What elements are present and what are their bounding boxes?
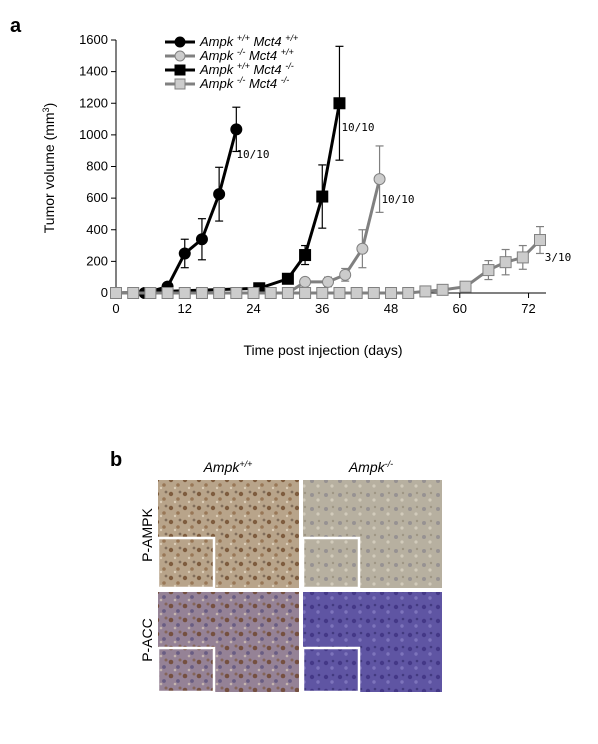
ihc-image-pacc-wt — [156, 592, 299, 694]
data-point — [195, 287, 208, 299]
legend-label: Ampk -/- Mct4 -/- — [199, 75, 289, 91]
data-point — [110, 287, 122, 299]
y-tick-label: 1600 — [79, 32, 108, 47]
y-tick-label: 200 — [86, 253, 108, 268]
data-point — [436, 283, 449, 296]
series-layer — [110, 45, 546, 299]
x-tick-label: 48 — [384, 301, 398, 316]
data-point — [230, 123, 243, 136]
legend-marker — [174, 78, 186, 90]
data-point — [333, 287, 346, 299]
legend-label: Ampk +/+ Mct4 -/- — [199, 61, 294, 77]
data-point — [178, 247, 191, 260]
ratio-annotation: 10/10 — [381, 193, 414, 206]
data-point — [316, 190, 329, 203]
data-point — [247, 287, 260, 299]
x-tick-label: 72 — [521, 301, 535, 316]
data-point — [339, 268, 352, 281]
data-point — [144, 287, 157, 299]
ihc-panel: Ampk+/+ Ampk-/- P-AMPK P-ACC — [139, 459, 442, 694]
y-tick-label: 600 — [86, 190, 108, 205]
legend-label: Ampk +/+ Mct4 +/+ — [199, 33, 298, 49]
panel-b-label: b — [110, 449, 122, 471]
panel-a-label: a — [10, 15, 22, 37]
legend-marker — [174, 50, 186, 62]
data-point — [213, 287, 226, 299]
data-point — [333, 97, 346, 110]
series-3 — [110, 225, 546, 299]
y-tick-label: 1400 — [79, 64, 108, 79]
data-point — [350, 287, 363, 299]
x-tick-label: 24 — [246, 301, 260, 316]
series-line — [116, 128, 238, 295]
ratio-annotations: 10/10 10/10 10/10 3/10 — [236, 121, 571, 264]
data-point — [385, 287, 398, 299]
data-point — [419, 285, 432, 298]
ihc-column-header-ko: Ampk-/- — [348, 459, 393, 475]
legend-marker — [174, 64, 186, 76]
data-point — [459, 280, 472, 293]
legend-label: Ampk -/- Mct4 +/+ — [199, 47, 294, 63]
data-point — [373, 173, 386, 186]
ihc-row-label-pacc: P-ACC — [139, 618, 155, 662]
x-tick-label: 60 — [453, 301, 467, 316]
ihc-row-label-pampk: P-AMPK — [139, 508, 155, 562]
x-tick-label: 12 — [178, 301, 192, 316]
ratio-annotation: 10/10 — [341, 121, 374, 134]
data-point — [402, 287, 415, 299]
ihc-inset-pampk-wt — [156, 536, 216, 590]
ihc-column-header-wt: Ampk+/+ — [203, 459, 253, 475]
data-point — [281, 272, 294, 285]
x-axis-label: Time post injection (days) — [244, 342, 403, 358]
data-point — [161, 287, 174, 299]
data-point — [482, 264, 495, 277]
data-point — [213, 188, 226, 201]
y-axis-label: Tumor volume (mm3) — [41, 103, 57, 234]
data-point — [516, 251, 529, 264]
legend-marker — [174, 36, 186, 48]
data-point — [230, 287, 243, 299]
ratio-annotation: 10/10 — [236, 148, 269, 161]
x-tick-label: 0 — [112, 301, 119, 316]
ratio-annotation: 3/10 — [545, 251, 572, 264]
data-point — [499, 256, 512, 269]
ihc-image-pampk-ko — [301, 480, 442, 590]
ihc-image-pampk-wt — [156, 480, 299, 590]
y-tick-label: 0 — [101, 285, 108, 300]
data-point — [281, 287, 294, 299]
y-tick-label: 1000 — [79, 127, 108, 142]
data-point — [264, 287, 277, 299]
ihc-image-pacc-ko — [301, 592, 442, 694]
data-point — [178, 287, 191, 299]
y-tick-label: 400 — [86, 222, 108, 237]
y-axis-ticks: 0 200 400 600 800 1000 1200 1400 1600 — [79, 32, 116, 300]
y-tick-label: 1200 — [79, 95, 108, 110]
data-point — [299, 287, 312, 299]
ihc-inset-pacc-wt — [156, 646, 216, 694]
data-point — [299, 275, 312, 288]
data-point — [195, 233, 208, 246]
x-tick-label: 36 — [315, 301, 329, 316]
data-point — [322, 275, 334, 288]
data-point — [534, 234, 546, 247]
series-0 — [110, 106, 243, 299]
x-axis-ticks: 0 12 24 36 48 60 72 — [112, 293, 536, 316]
ihc-inset-pacc-ko — [301, 646, 361, 694]
y-tick-label: 800 — [86, 159, 108, 174]
ihc-inset-pampk-ko — [301, 536, 361, 590]
data-point — [356, 242, 369, 255]
data-point — [367, 287, 380, 299]
series-1 — [110, 145, 386, 299]
data-point — [299, 249, 312, 262]
chart-legend: Ampk +/+ Mct4 +/+Ampk -/- Mct4 +/+Ampk +… — [165, 33, 298, 91]
tumor-volume-chart: 0 200 400 600 800 1000 1200 1400 1600 0 12 24 36 48 6… — [41, 32, 571, 358]
data-point — [316, 287, 329, 299]
data-point — [127, 287, 140, 299]
